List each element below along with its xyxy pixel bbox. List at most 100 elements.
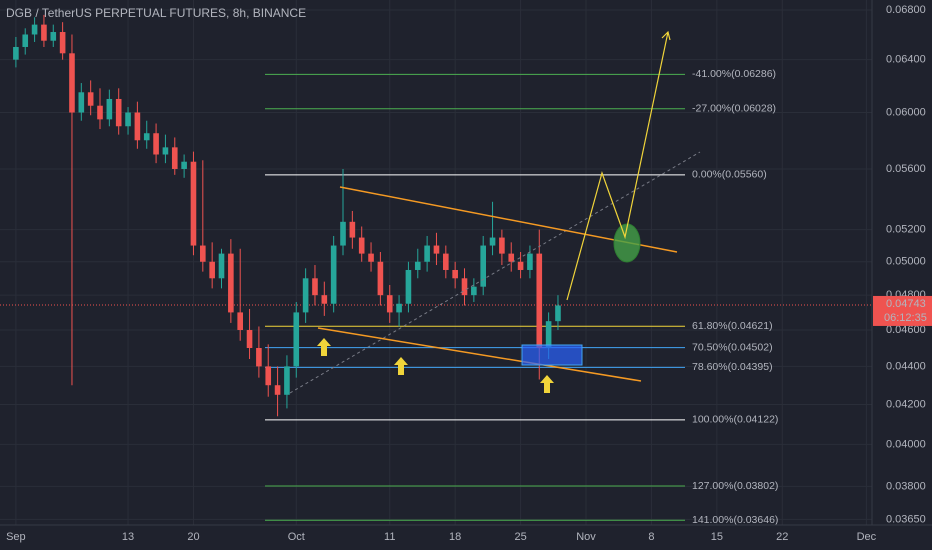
x-tick-label: Sep <box>6 531 26 543</box>
candle-body <box>162 147 169 155</box>
candle-body <box>405 269 412 304</box>
candle-body <box>246 330 253 349</box>
fib-retracement: -41.00%(0.06286) -27.00%(0.06028) 0.00%(0.… <box>265 68 778 526</box>
target-ellipse <box>613 223 641 263</box>
candle-body <box>228 253 234 313</box>
time-axis <box>0 525 932 550</box>
y-tick-label: 0.05600 <box>886 163 926 175</box>
candle-body <box>31 24 38 35</box>
candle-body <box>386 295 393 313</box>
candle-body <box>190 161 197 246</box>
candle-body <box>50 32 57 41</box>
fib-level-label: -41.00%(0.06286) <box>692 68 776 80</box>
candle-body <box>471 286 477 296</box>
x-tick-label: 22 <box>776 531 788 543</box>
candle-body <box>97 105 103 120</box>
candle-body <box>293 312 300 367</box>
candle-body <box>284 366 290 395</box>
candle-body <box>218 253 225 279</box>
candle-body <box>349 221 356 238</box>
candle-body <box>181 161 187 169</box>
candle-body <box>368 253 374 262</box>
candle-body <box>171 147 178 169</box>
axes: 0.06800 0.06400 0.06000 0.05600 0.05200 0.050… <box>6 4 932 543</box>
candle-body <box>414 261 421 270</box>
candle-body <box>302 278 309 313</box>
fib-level-label: 141.00%(0.03646) <box>692 514 778 526</box>
x-tick-label: 25 <box>514 531 526 543</box>
candle-body <box>153 133 159 155</box>
y-tick-label: 0.05200 <box>886 224 926 236</box>
x-tick-label: 18 <box>449 531 461 543</box>
candle-body <box>125 112 131 127</box>
arrow-up <box>317 338 331 356</box>
price-axis <box>872 0 932 550</box>
candle-body <box>265 366 272 386</box>
y-tick-label: 0.06400 <box>886 54 926 66</box>
candle-body <box>452 269 458 279</box>
candle-body <box>424 245 430 262</box>
candle-body <box>489 237 496 246</box>
x-tick-label: 15 <box>711 531 723 543</box>
trend-line <box>289 151 701 394</box>
candle-body <box>256 348 262 367</box>
candle-body <box>321 295 328 304</box>
candle-body <box>200 245 206 262</box>
x-tick-label: 13 <box>122 531 134 543</box>
candle-body <box>508 253 515 262</box>
demand-zone <box>521 344 583 366</box>
candle-body <box>377 261 384 296</box>
candle-body <box>396 303 402 313</box>
projection-path <box>566 31 669 301</box>
grid <box>0 0 872 525</box>
candle-body <box>433 245 440 254</box>
candle-body <box>41 24 47 41</box>
candle-body <box>443 253 449 270</box>
candle-body <box>555 305 561 322</box>
fib-level-label: 78.60%(0.04395) <box>692 361 773 373</box>
candle-body <box>69 53 75 113</box>
y-tick-label: 0.03800 <box>886 480 926 492</box>
candle-body <box>106 98 113 120</box>
y-tick-label: 0.04600 <box>886 324 926 336</box>
y-tick-label: 0.05000 <box>886 256 926 268</box>
candle-body <box>237 312 244 331</box>
candle-body <box>527 253 533 270</box>
candle-body <box>536 253 543 349</box>
projection-arrowhead <box>661 30 671 41</box>
fib-level-label: 70.50%(0.04502) <box>692 341 773 353</box>
arrow-up <box>394 357 408 375</box>
candle-body <box>59 32 66 54</box>
x-tick-label: Dec <box>857 531 877 543</box>
candle-body <box>143 133 150 141</box>
y-tick-label: 0.06000 <box>886 106 926 118</box>
candle-body <box>209 261 215 279</box>
candle-body <box>312 278 318 296</box>
countdown-label: 06:12:35 <box>884 312 927 324</box>
candle-body <box>545 321 552 349</box>
candle-body <box>87 92 94 106</box>
fib-level-label: 127.00%(0.03802) <box>692 480 778 492</box>
candle-body <box>115 98 122 127</box>
candle-body <box>274 385 281 395</box>
candle-body <box>358 237 365 254</box>
fib-level-label: -27.00%(0.06028) <box>692 102 776 114</box>
y-tick-label: 0.03650 <box>886 513 926 525</box>
drawings <box>289 30 701 394</box>
candle-body <box>480 245 487 287</box>
x-tick-label: 8 <box>648 531 654 543</box>
candle-body <box>78 92 85 113</box>
y-tick-label: 0.04200 <box>886 398 926 410</box>
arrow-up <box>540 375 554 393</box>
candle-body <box>330 245 337 304</box>
last-price-box <box>873 295 932 326</box>
candle-body <box>517 261 524 270</box>
fib-level-label: 0.00%(0.05560) <box>692 169 767 181</box>
candle-body <box>22 34 29 47</box>
x-tick-label: 11 <box>384 531 395 543</box>
y-tick-label: 0.06800 <box>886 4 926 16</box>
chart-title: DGB / TetherUS PERPETUAL FUTURES, 8h, BI… <box>6 6 306 20</box>
x-tick-label: Oct <box>288 531 305 543</box>
